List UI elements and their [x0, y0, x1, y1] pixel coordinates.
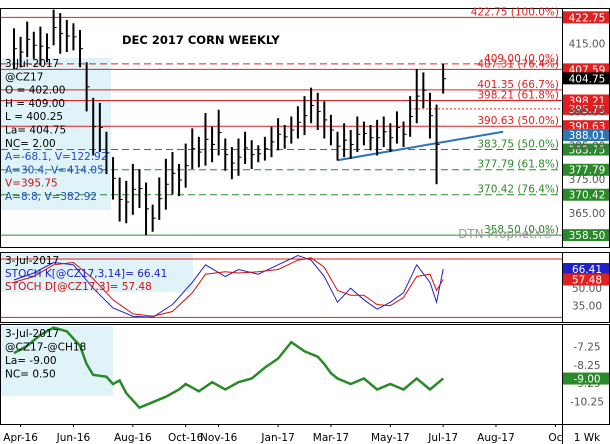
x-tick-label-1: Jun-16: [56, 432, 91, 444]
x-tick-label-5: Jan-17: [260, 432, 294, 444]
spread-value-tag-text: -9.00: [573, 374, 600, 386]
stoch-series-0: [13, 254, 444, 318]
price-tick-label-3: 395.00: [569, 106, 606, 118]
level-label-6: 390.63 (50.0%): [477, 115, 559, 127]
x-tick-label-2: Aug-16: [114, 432, 152, 444]
level-label-2: 407.31 (76.4%): [477, 58, 559, 70]
stoch-value-tag-1: [563, 273, 609, 286]
price-info-angle2: A=30.4, V=414.05: [5, 164, 104, 176]
trendline: [337, 130, 504, 162]
price-info-v: V=395.75: [5, 178, 58, 190]
last-price-tag: [563, 72, 609, 85]
stoch-info-date: 3-Jul-2017: [5, 255, 59, 267]
spread-tick-label-3: -10.25: [570, 396, 604, 408]
level-tag-text-5: 395.75: [569, 104, 606, 116]
stoch-value-tag-0: [563, 263, 609, 276]
level-tag-text-8: 377.79: [569, 165, 606, 177]
level-label-10: 358.50 (0.0%): [484, 224, 559, 236]
spread-info-net_change: NC= 0.50: [5, 369, 56, 381]
period-label: 1 Wk: [574, 432, 601, 444]
price-info-symbol: @CZ17: [5, 71, 43, 83]
stoch-tick-label-1: 50.00: [572, 283, 602, 295]
level-tag-0: [563, 11, 609, 24]
price-info-high: H = 409.00: [5, 98, 65, 110]
level-label-9: 370.42 (76.4%): [477, 184, 559, 196]
spread-info-box: [1, 326, 113, 396]
spread-tick-label-1: -8.25: [573, 360, 600, 372]
price-tick-label-1: 375.00: [569, 174, 606, 186]
level-tag-10: [563, 229, 609, 242]
spread-info-last: La= -9.00: [5, 355, 57, 367]
level-tag-text-0: 422.75: [569, 12, 606, 24]
spread-series: [13, 326, 445, 410]
stoch-info-d: STOCH D[@CZ17,3]= 57.48: [5, 281, 152, 293]
price-chart-title: DEC 2017 CORN WEEKLY: [122, 33, 280, 47]
level-tag-5: [563, 102, 609, 115]
spread-value-tag: [563, 372, 609, 385]
level-tag-9: [563, 188, 609, 201]
x-tick-label-3: Oct-16: [168, 432, 204, 444]
stoch-tick-label-0: 35.00: [572, 301, 602, 313]
trendline-tag-text: 388.01: [569, 130, 606, 142]
last-price-tag-text: 404.75: [569, 73, 606, 85]
trendline-tag: [563, 129, 609, 142]
stoch-value-tag-text-1: 57.48: [572, 274, 602, 286]
price-info-date: 3-Jul-2017: [5, 58, 59, 70]
x-tick-label-7: May-17: [371, 432, 410, 444]
level-label-4: 398.21 (61.8%): [477, 90, 559, 102]
stoch-info-k: STOCH K[@CZ17,3,14]= 66.41: [5, 268, 167, 280]
level-label-0: 422.75 (100.0%): [471, 6, 559, 18]
level-label-7: 383.75 (50.0%): [477, 139, 559, 151]
price-tick-label-5: 415.00: [569, 39, 606, 51]
stoch-series-1: [13, 257, 444, 317]
price-info-open: O = 402.00: [5, 85, 65, 97]
level-label-8: 377.79 (61.8%): [477, 159, 559, 171]
price-watermark: DTN ProphetX®: [458, 227, 554, 241]
price-tick-label-0: 365.00: [569, 208, 606, 220]
price-tick-label-2: 385.00: [569, 140, 606, 152]
price-info-last: La= 404.75: [5, 125, 66, 137]
level-label-1: 409.00 (0.0%): [484, 53, 559, 65]
x-tick-label-0: Apr-16: [3, 432, 38, 444]
price-info-low: L = 400.25: [5, 111, 63, 123]
level-tag-text-10: 358.50: [569, 230, 606, 242]
x-tick-label-10: Oc: [548, 432, 562, 444]
spread-info-date: 3-Jul-2017: [5, 328, 59, 340]
level-tag-7: [563, 143, 609, 156]
x-tick-label-6: Mar-17: [313, 432, 349, 444]
level-label-3: 401.35 (66.7%): [477, 79, 559, 91]
x-tick-label-4: Nov-16: [200, 432, 238, 444]
spread-tick-label-0: -7.25: [573, 342, 600, 354]
stoch-value-tag-text-0: 66.41: [572, 264, 602, 276]
price-info-angle1: A=-68.1, V=122.92: [5, 151, 108, 163]
spread-info-spread: @CZ17-@CH18: [5, 342, 86, 354]
price-info-net_change: NC= 2.00: [5, 138, 56, 150]
price-info-angle3: A=8.8, V=382.92: [5, 191, 97, 203]
level-tag-8: [563, 163, 609, 176]
x-tick-label-9: Aug-17: [477, 432, 515, 444]
level-tag-text-7: 383.75: [569, 145, 606, 157]
x-tick-label-8: Jul-17: [427, 432, 458, 444]
level-tag-text-9: 370.42: [569, 190, 606, 202]
